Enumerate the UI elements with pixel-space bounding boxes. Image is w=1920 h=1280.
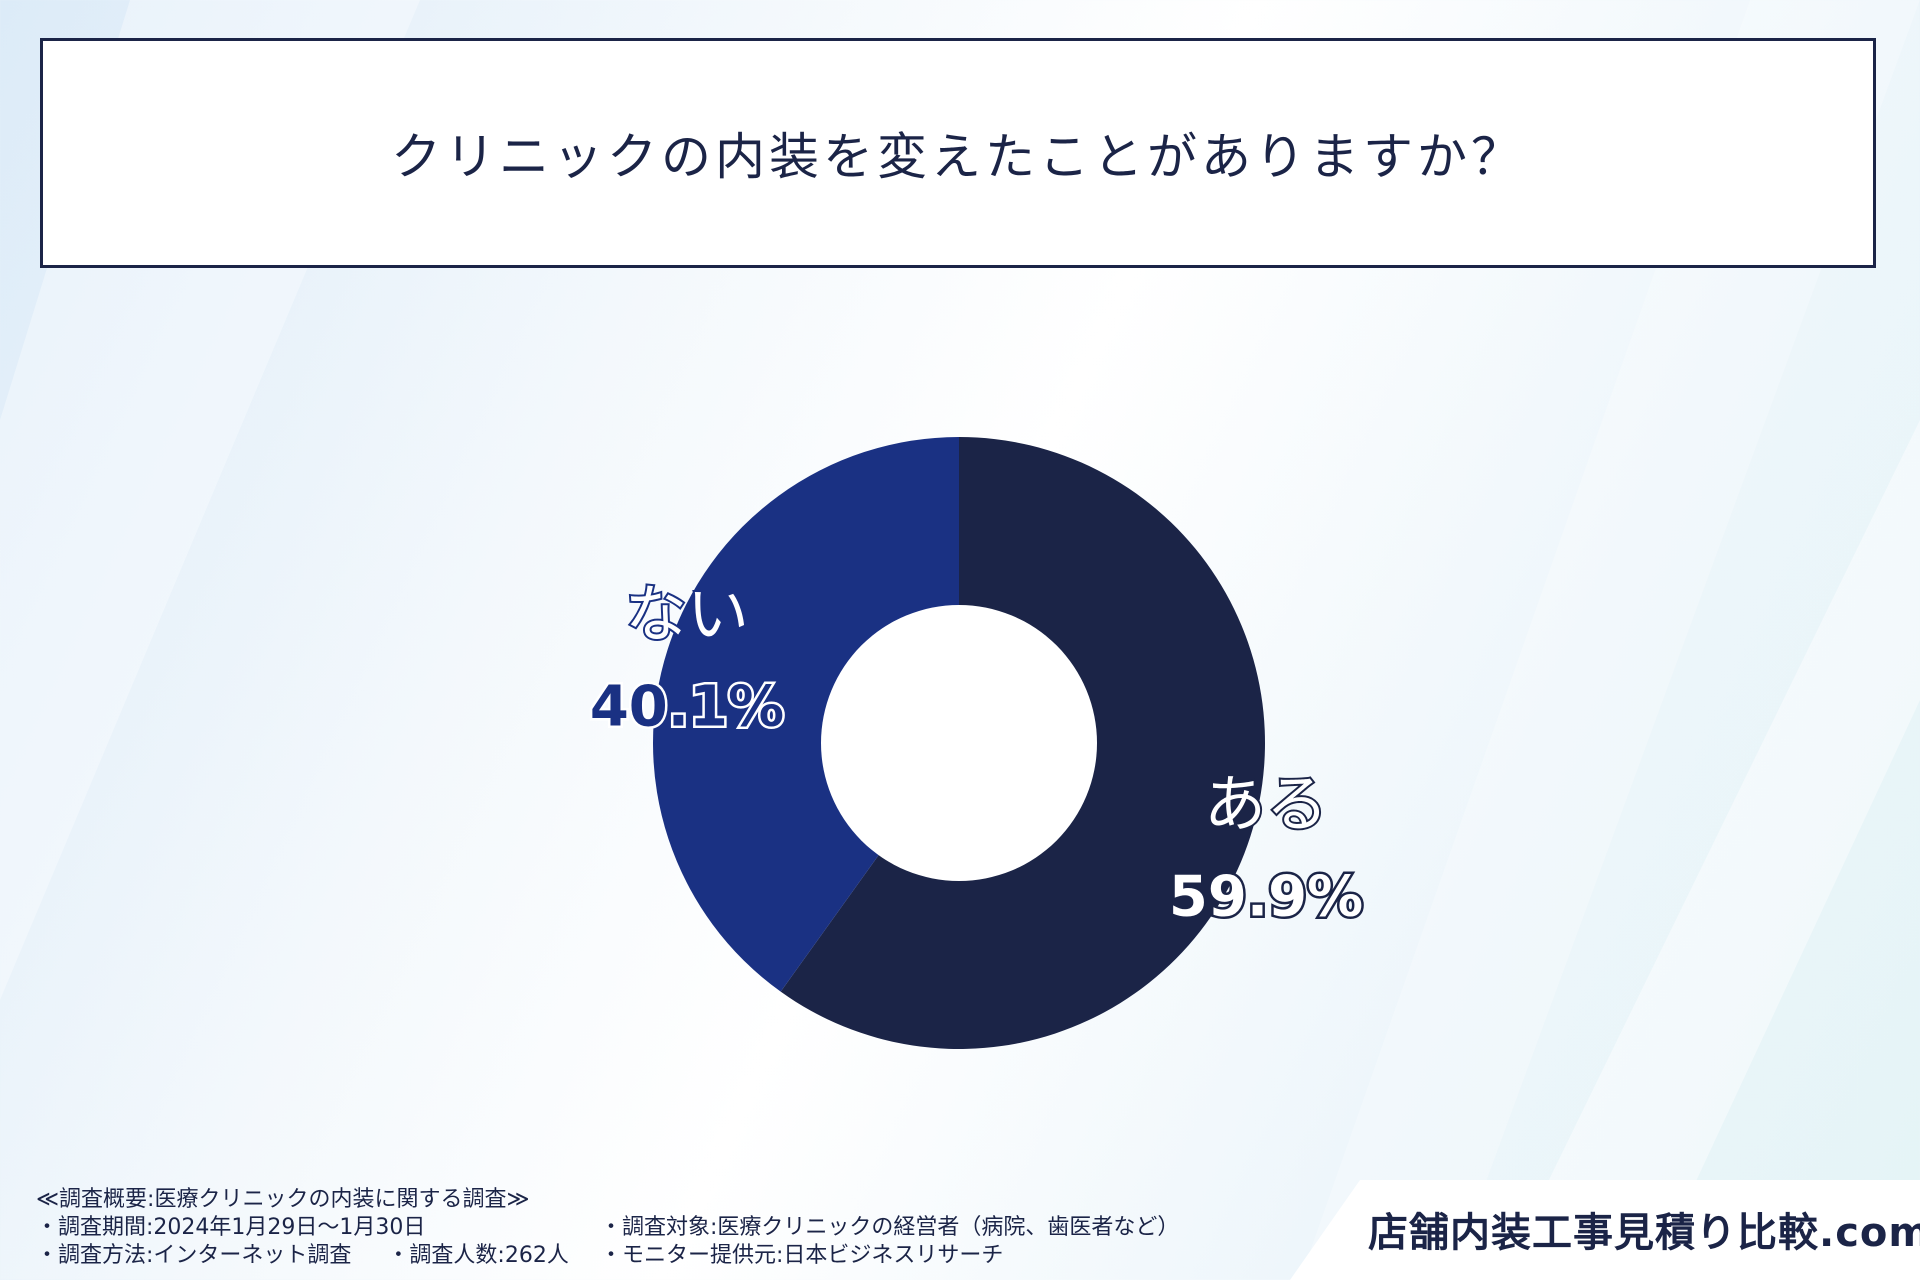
survey-period: ・調査期間:2024年1月29日〜1月30日 <box>36 1215 426 1240</box>
survey-method-row: ・調査方法:インターネット調査 ・調査人数:262人 <box>36 1242 569 1270</box>
brand-background <box>1290 1180 1920 1280</box>
brand-logo-text: 店舗内装工事見積り比較.com <box>1368 1210 1920 1256</box>
survey-target: ・調査対象:医療クリニックの経営者（病院、歯医者など） <box>600 1215 1180 1240</box>
donut-hole <box>821 605 1097 881</box>
donut-labels: ある 59.9% ない 40.1% <box>587 575 1365 932</box>
donut-slice-nai <box>653 437 959 992</box>
survey-provider: ・モニター提供元:日本ビジネスリサーチ <box>600 1243 1004 1268</box>
question-title-box: クリニックの内装を変えたことがありますか？ <box>40 38 1876 268</box>
slice-label-value: 59.9% <box>1169 865 1363 930</box>
slice-label-name: ある <box>1204 768 1328 841</box>
chart-title: クリニックの内装を変えたことがありますか？ <box>391 128 1525 186</box>
survey-count: ・調査人数:262人 <box>387 1243 569 1268</box>
survey-overview: ≪調査概要:医療クリニックの内装に関する調査≫ ・調査期間:2024年1月29日… <box>36 1186 569 1270</box>
slice-label-name: ない <box>625 577 749 650</box>
survey-heading: ≪調査概要:医療クリニックの内装に関する調査≫ <box>36 1187 530 1212</box>
survey-method: ・調査方法:インターネット調査 <box>36 1243 352 1268</box>
survey-details: ・調査対象:医療クリニックの経営者（病院、歯医者など） ・モニター提供元:日本ビ… <box>600 1214 1179 1270</box>
slice-label-value: 40.1% <box>590 674 784 739</box>
